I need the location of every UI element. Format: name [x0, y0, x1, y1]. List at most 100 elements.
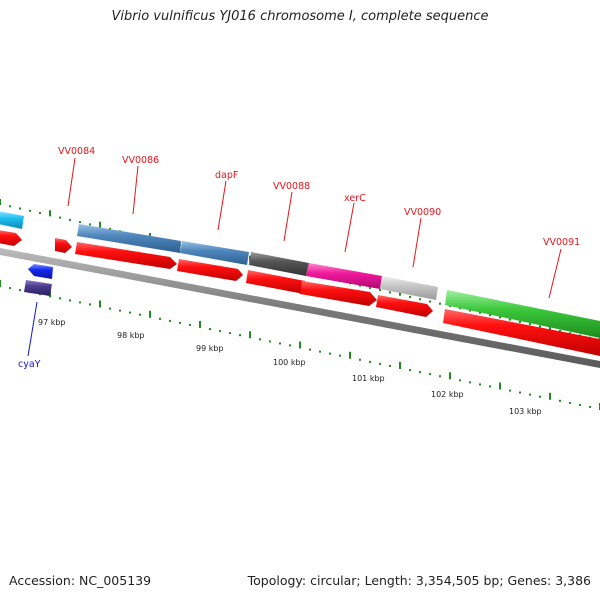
- outer-minor-tick: [59, 216, 61, 219]
- gene-feature-dapf-region[interactable]: [180, 241, 249, 265]
- inner-minor-tick: [129, 311, 131, 314]
- inner-minor-tick: [309, 348, 311, 351]
- outer-minor-tick: [509, 318, 511, 321]
- outer-minor-tick: [439, 302, 441, 305]
- scale-label-101kbp: 101 kbp: [352, 374, 385, 383]
- inner-minor-tick: [429, 373, 431, 376]
- feature-ring-outer: [0, 211, 600, 338]
- inner-minor-tick: [269, 340, 271, 343]
- inner-minor-tick: [509, 389, 511, 392]
- inner-minor-tick: [119, 309, 121, 312]
- gene-feature-cyay-region[interactable]: [24, 280, 52, 296]
- outer-minor-tick: [79, 221, 81, 224]
- gene-label-vv0091[interactable]: VV0091: [543, 237, 580, 248]
- inner-major-tick: [249, 331, 251, 339]
- inner-minor-tick: [379, 362, 381, 365]
- inner-minor-tick: [289, 344, 291, 347]
- inner-minor-tick: [419, 371, 421, 374]
- outer-minor-tick: [29, 209, 31, 212]
- outer-minor-tick: [69, 218, 71, 221]
- inner-minor-tick: [209, 328, 211, 331]
- inner-minor-tick: [169, 319, 171, 322]
- inner-minor-tick: [359, 358, 361, 361]
- gene-feature-vv0086-region[interactable]: [77, 224, 181, 253]
- inner-minor-tick: [469, 381, 471, 384]
- inner-minor-tick: [179, 321, 181, 324]
- inner-minor-tick: [489, 385, 491, 388]
- inner-minor-tick: [389, 364, 391, 367]
- outer-major-tick: [0, 199, 1, 205]
- gene-feature-vv0090-region[interactable]: [380, 276, 438, 300]
- gene-label-vv0090[interactable]: VV0090: [404, 207, 441, 218]
- outer-minor-tick: [389, 291, 391, 294]
- outer-minor-tick: [469, 309, 471, 312]
- gene-label-vv0088[interactable]: VV0088: [273, 181, 310, 192]
- gene-label-cyay[interactable]: cyaY: [18, 359, 41, 370]
- gene-label-dapf[interactable]: dapF: [215, 170, 238, 181]
- outer-minor-tick: [9, 205, 11, 208]
- inner-minor-tick: [459, 379, 461, 382]
- gene-feature-blue-arrow[interactable]: [28, 264, 53, 279]
- outer-minor-tick: [379, 289, 381, 292]
- genome-backbone: [0, 247, 600, 368]
- scale-label-99kbp: 99 kbp: [196, 344, 224, 353]
- cds-arrow[interactable]: [55, 238, 72, 253]
- cds-arrow-vv0091[interactable]: [443, 309, 600, 356]
- cds-arrow-vv0086[interactable]: [75, 242, 177, 269]
- inner-major-tick: [99, 300, 101, 308]
- outer-minor-tick: [559, 329, 561, 332]
- scale-label-103kbp: 103 kbp: [509, 407, 542, 416]
- inner-minor-tick: [279, 342, 281, 345]
- gene-feature-xerc-region[interactable]: [306, 263, 382, 289]
- inner-major-tick: [299, 341, 301, 349]
- inner-major-tick: [399, 362, 401, 369]
- cds-arrow-xerc[interactable]: [300, 281, 377, 306]
- inner-minor-tick: [9, 287, 11, 290]
- inner-minor-tick: [529, 393, 531, 396]
- gene-feature-vv0088-region[interactable]: [249, 252, 309, 276]
- inner-minor-tick: [79, 301, 81, 304]
- inner-minor-tick: [439, 375, 441, 378]
- outer-minor-tick: [459, 307, 461, 310]
- cds-arrow-vv0090[interactable]: [376, 295, 433, 317]
- gene-feature-cyan[interactable]: [0, 211, 24, 229]
- gene-feature-vv0091-region[interactable]: [445, 290, 600, 338]
- inner-minor-tick: [229, 332, 231, 335]
- gene-label-xerc[interactable]: xerC: [344, 193, 366, 204]
- inner-major-tick: [0, 280, 1, 287]
- inner-minor-tick: [409, 369, 411, 372]
- inner-major-tick: [449, 372, 451, 380]
- outer-minor-tick: [539, 325, 541, 328]
- inner-major-tick: [549, 392, 551, 400]
- inner-minor-tick: [329, 352, 331, 355]
- inner-minor-tick: [589, 405, 591, 408]
- inner-minor-tick: [219, 330, 221, 333]
- outer-minor-tick: [89, 223, 91, 226]
- inner-minor-tick: [259, 338, 261, 341]
- gene-label-vv0086[interactable]: VV0086: [122, 155, 159, 166]
- scale-labels: 97 kbp 98 kbp 99 kbp 100 kbp 101 kbp 102…: [38, 318, 542, 416]
- cds-ring: [0, 230, 600, 356]
- cds-arrow-vv0088[interactable]: [246, 270, 305, 294]
- inner-minor-tick: [89, 303, 91, 306]
- scale-label-102kbp: 102 kbp: [431, 390, 464, 399]
- outer-minor-tick: [529, 323, 531, 326]
- inner-major-tick: [199, 321, 201, 328]
- inner-minor-tick: [69, 299, 71, 302]
- scale-label-98kbp: 98 kbp: [117, 331, 145, 340]
- inner-minor-tick: [239, 334, 241, 337]
- outer-minor-tick: [419, 298, 421, 301]
- accession-text: Accession: NC_005139: [9, 573, 152, 588]
- outer-minor-tick: [489, 314, 491, 317]
- outer-minor-tick: [479, 311, 481, 314]
- gene-label-vv0084[interactable]: VV0084: [58, 146, 95, 157]
- inner-minor-tick: [579, 403, 581, 406]
- cds-arrow[interactable]: [0, 230, 22, 246]
- inner-minor-tick: [189, 323, 191, 326]
- outer-minor-tick: [19, 207, 21, 210]
- inner-minor-tick: [339, 354, 341, 357]
- inner-major-tick: [499, 382, 501, 390]
- cds-arrow-dapf[interactable]: [177, 259, 243, 281]
